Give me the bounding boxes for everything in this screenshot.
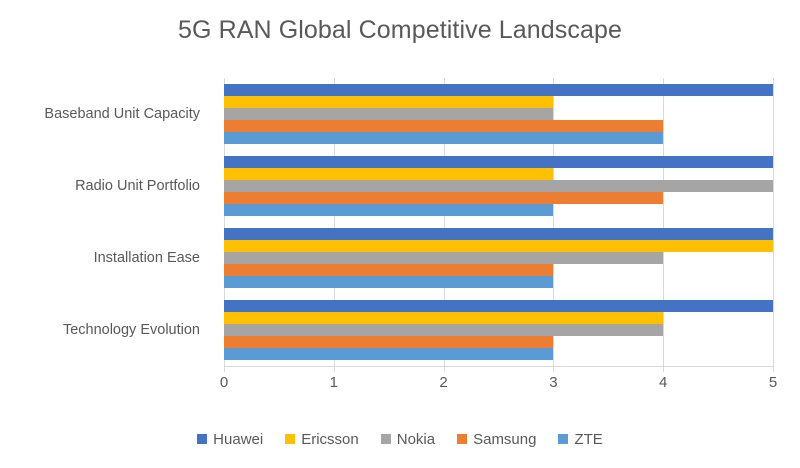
legend-swatch-icon bbox=[285, 434, 296, 444]
bar-zte[interactable] bbox=[224, 204, 554, 216]
bar-row bbox=[224, 300, 773, 312]
bar-nokia[interactable] bbox=[224, 180, 773, 192]
bar-huawei[interactable] bbox=[224, 300, 773, 312]
bar-huawei[interactable] bbox=[224, 156, 773, 168]
x-axis-tick-label: 3 bbox=[549, 374, 558, 391]
legend-item-ericsson[interactable]: Ericsson bbox=[285, 431, 359, 448]
x-axis-tick bbox=[443, 366, 445, 372]
bar-row bbox=[224, 228, 773, 240]
y-axis-label: Baseband Unit Capacity bbox=[44, 106, 200, 122]
bar-row bbox=[224, 84, 773, 96]
bar-group bbox=[224, 300, 773, 360]
x-axis-tick-label: 0 bbox=[219, 374, 229, 391]
bar-row bbox=[224, 180, 773, 192]
bar-row bbox=[224, 336, 773, 348]
bar-row bbox=[224, 168, 773, 180]
x-axis-tick bbox=[333, 366, 335, 372]
bar-samsung[interactable] bbox=[224, 192, 664, 204]
bar-row bbox=[224, 348, 773, 360]
x-axis-ticks bbox=[224, 366, 774, 372]
bar-row bbox=[224, 312, 773, 324]
bar-nokia[interactable] bbox=[224, 252, 664, 264]
legend-label: Samsung bbox=[473, 430, 537, 448]
x-axis-tick bbox=[553, 366, 555, 372]
bar-row bbox=[224, 264, 773, 276]
legend-label: Huawei bbox=[213, 430, 264, 448]
bar-samsung[interactable] bbox=[224, 120, 664, 132]
legend-label: ZTE bbox=[574, 430, 603, 448]
bar-zte[interactable] bbox=[224, 276, 554, 288]
bar-row bbox=[224, 324, 773, 336]
x-axis-tick-label: 2 bbox=[439, 374, 448, 391]
bar-samsung[interactable] bbox=[224, 264, 554, 276]
legend-swatch-icon bbox=[380, 434, 391, 444]
x-axis-tick bbox=[663, 366, 665, 372]
x-axis-tick-labels: 0 1 2 3 4 5 bbox=[220, 374, 777, 396]
chart-legend: Huawei Ericsson Nokia Samsung ZTE bbox=[0, 428, 800, 450]
legend-swatch-icon bbox=[197, 434, 208, 444]
bar-row bbox=[224, 252, 773, 264]
y-axis-label: Installation Ease bbox=[93, 250, 200, 266]
bar-huawei[interactable] bbox=[224, 84, 773, 96]
legend-label: Nokia bbox=[396, 430, 436, 448]
bar-row bbox=[224, 120, 773, 132]
legend-item-huawei[interactable]: Huawei bbox=[197, 431, 263, 448]
x-axis-tick bbox=[224, 366, 225, 372]
bar-ericsson[interactable] bbox=[224, 240, 773, 252]
y-axis-label: Technology Evolution bbox=[62, 322, 200, 338]
bar-row bbox=[224, 108, 773, 120]
bar-row bbox=[224, 204, 773, 216]
legend-item-samsung[interactable]: Samsung bbox=[457, 431, 536, 448]
legend-swatch-icon bbox=[457, 434, 468, 444]
bar-ericsson[interactable] bbox=[224, 312, 664, 324]
bar-zte[interactable] bbox=[224, 348, 554, 360]
bar-huawei[interactable] bbox=[224, 228, 773, 240]
plot-area bbox=[224, 78, 774, 366]
bar-group bbox=[224, 228, 773, 288]
legend-item-nokia[interactable]: Nokia bbox=[380, 430, 436, 448]
bar-ericsson[interactable] bbox=[224, 96, 554, 108]
bar-row bbox=[224, 132, 773, 144]
x-axis-line bbox=[224, 366, 774, 367]
chart-title: 5G RAN Global Competitive Landscape bbox=[177, 16, 622, 44]
x-axis-tick-label: 4 bbox=[659, 374, 668, 391]
bar-samsung[interactable] bbox=[224, 336, 554, 348]
legend-label: Ericsson bbox=[301, 430, 359, 448]
bar-group bbox=[224, 84, 773, 144]
x-axis-tick-label: 1 bbox=[329, 374, 338, 391]
legend-item-zte[interactable]: ZTE bbox=[558, 430, 603, 448]
y-axis-category-labels: Baseband Unit Capacity Radio Unit Portfol… bbox=[0, 78, 212, 366]
bar-row bbox=[224, 192, 773, 204]
bar-nokia[interactable] bbox=[224, 108, 554, 120]
bar-row bbox=[224, 96, 773, 108]
bar-row bbox=[224, 240, 773, 252]
legend-swatch-icon bbox=[558, 434, 569, 444]
bar-nokia[interactable] bbox=[224, 324, 664, 336]
gridline bbox=[773, 78, 774, 366]
y-axis-label: Radio Unit Portfolio bbox=[75, 178, 200, 194]
x-axis-tick bbox=[773, 366, 774, 372]
bar-zte[interactable] bbox=[224, 132, 664, 144]
x-axis-tick-label: 5 bbox=[768, 374, 778, 391]
bar-groups bbox=[224, 78, 773, 366]
bar-ericsson[interactable] bbox=[224, 168, 554, 180]
bar-row bbox=[224, 276, 773, 288]
bar-row bbox=[224, 156, 773, 168]
bar-group bbox=[224, 156, 773, 216]
